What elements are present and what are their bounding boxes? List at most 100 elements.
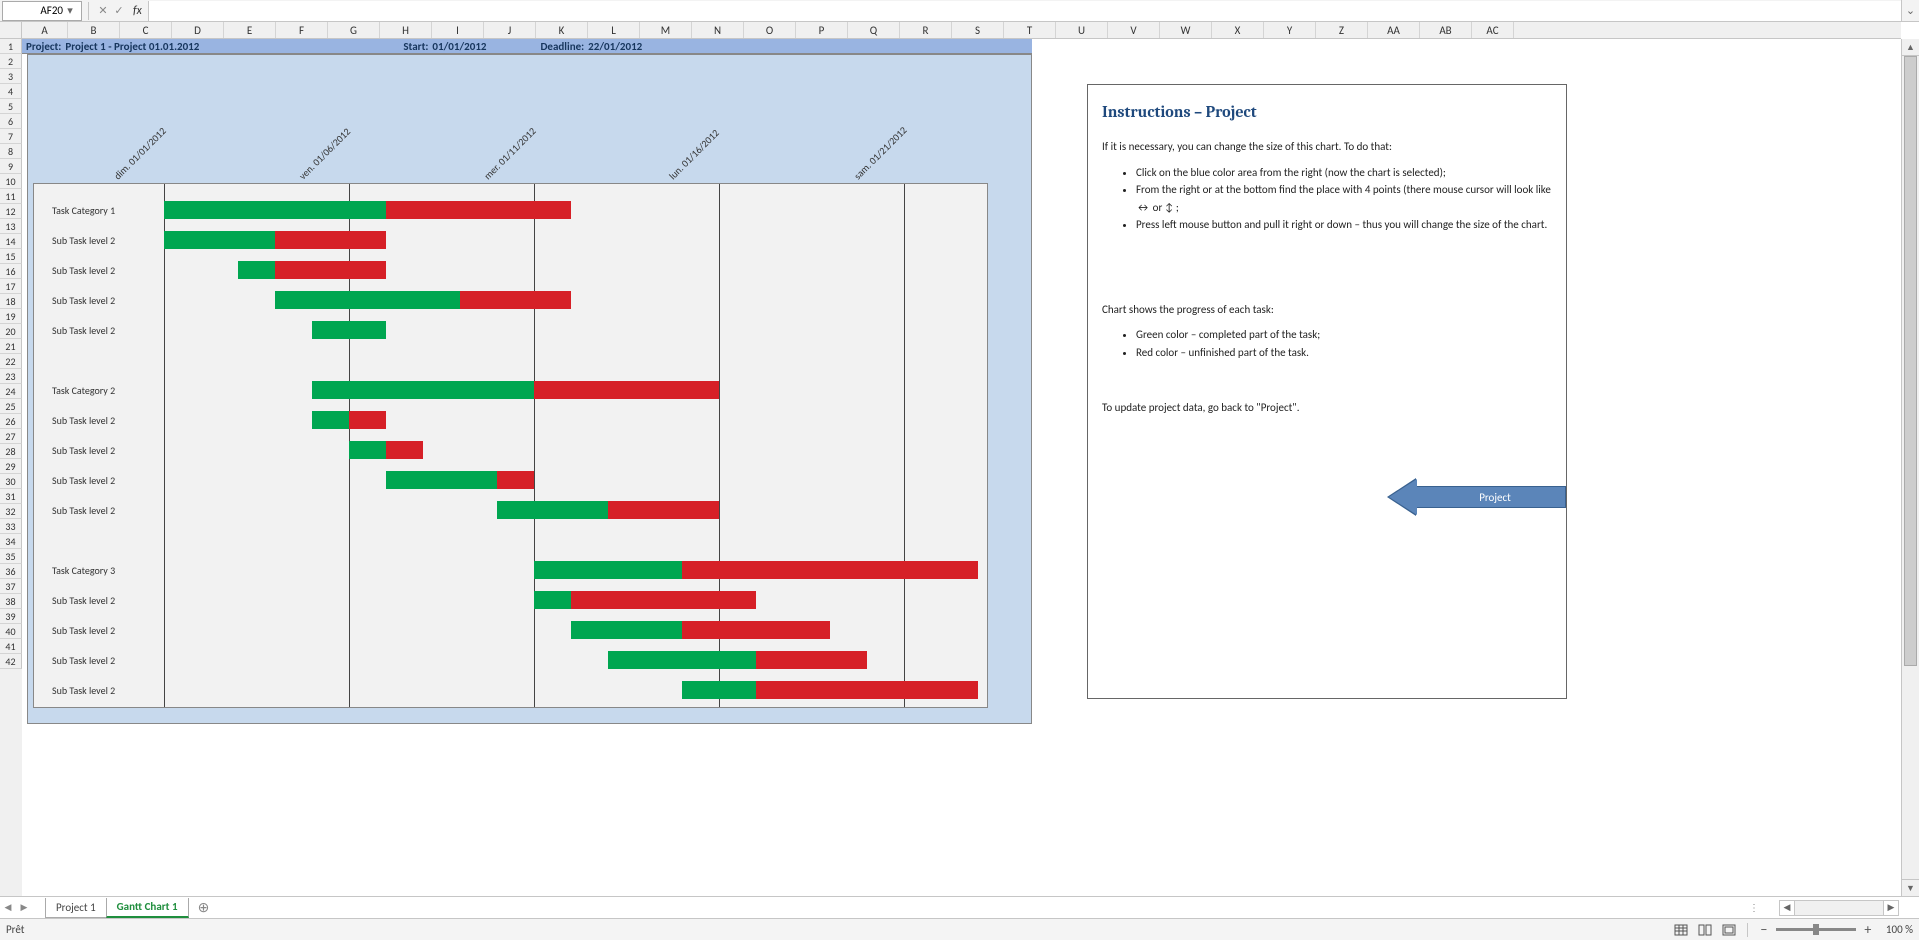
hscroll-left-icon[interactable]: ◀ [1779,900,1795,916]
row-header[interactable]: 15 [0,249,22,264]
zoom-in-button[interactable]: + [1860,921,1876,938]
row-header[interactable]: 33 [0,519,22,534]
tab-nav-next-icon[interactable]: ▶ [16,897,32,918]
row-header[interactable]: 12 [0,204,22,219]
zoom-thumb[interactable] [1813,924,1819,935]
row-header[interactable]: 14 [0,234,22,249]
column-header[interactable]: W [1160,22,1212,38]
column-header[interactable]: J [484,22,536,38]
scroll-up-icon[interactable]: ▲ [1902,39,1919,56]
row-header[interactable]: 9 [0,159,22,174]
formula-input[interactable] [148,1,1901,21]
tab-nav-prev-icon[interactable]: ◀ [0,897,16,918]
row-header[interactable]: 21 [0,339,22,354]
name-box[interactable]: AF20 ▾ [2,1,82,21]
row-header[interactable]: 6 [0,114,22,129]
row-header[interactable]: 36 [0,564,22,579]
row-header[interactable]: 39 [0,609,22,624]
zoom-out-button[interactable]: − [1756,921,1772,938]
column-header[interactable]: A [22,22,68,38]
row-header[interactable]: 24 [0,384,22,399]
column-header[interactable]: M [640,22,692,38]
expand-formula-bar-icon[interactable]: ⌄ [1901,0,1919,21]
row-header[interactable]: 3 [0,69,22,84]
view-page-layout-icon[interactable] [1695,922,1715,938]
sheet-tab[interactable]: Gantt Chart 1 [106,898,189,918]
row-header[interactable]: 8 [0,144,22,159]
name-box-dropdown-icon[interactable]: ▾ [63,4,77,17]
hscroll-right-icon[interactable]: ▶ [1883,900,1899,916]
cells-area[interactable]: Project: Project 1 - Project 01.01.2012 … [22,39,1901,896]
vertical-scrollbar[interactable]: ▲ ▼ [1901,39,1919,896]
cancel-formula-button[interactable]: ✕ [95,4,111,17]
column-header[interactable]: B [68,22,120,38]
row-header[interactable]: 31 [0,489,22,504]
column-header[interactable]: F [276,22,328,38]
row-header[interactable]: 2 [0,54,22,69]
zoom-slider[interactable] [1776,928,1856,931]
column-header[interactable]: Y [1264,22,1316,38]
scroll-thumb[interactable] [1904,56,1917,666]
row-header[interactable]: 35 [0,549,22,564]
row-header[interactable]: 40 [0,624,22,639]
row-header[interactable]: 4 [0,84,22,99]
column-header[interactable]: X [1212,22,1264,38]
column-header[interactable]: AA [1368,22,1420,38]
row-header[interactable]: 28 [0,444,22,459]
sheet-tab[interactable]: Project 1 [45,898,107,918]
row-header[interactable]: 11 [0,189,22,204]
scroll-down-icon[interactable]: ▼ [1902,879,1919,896]
row-header[interactable]: 10 [0,174,22,189]
accept-formula-button[interactable]: ✓ [111,4,127,17]
column-header[interactable]: Z [1316,22,1368,38]
row-header[interactable]: 1 [0,39,22,54]
column-header[interactable]: K [536,22,588,38]
column-header[interactable]: AB [1420,22,1472,38]
column-header[interactable]: R [900,22,952,38]
zoom-percent[interactable]: 100 % [1886,923,1913,936]
row-header[interactable]: 23 [0,369,22,384]
column-header[interactable]: G [328,22,380,38]
row-header[interactable]: 34 [0,534,22,549]
column-header[interactable]: H [380,22,432,38]
row-header[interactable]: 32 [0,504,22,519]
row-header[interactable]: 30 [0,474,22,489]
add-sheet-button[interactable]: ⊕ [193,899,215,916]
row-header[interactable]: 41 [0,639,22,654]
column-header[interactable]: S [952,22,1004,38]
fx-icon[interactable]: fx [133,4,142,18]
row-header[interactable]: 18 [0,294,22,309]
view-page-break-icon[interactable] [1719,922,1739,938]
column-header[interactable]: L [588,22,640,38]
row-header[interactable]: 38 [0,594,22,609]
column-header[interactable]: O [744,22,796,38]
row-header[interactable]: 20 [0,324,22,339]
column-header[interactable]: P [796,22,848,38]
column-header[interactable]: U [1056,22,1108,38]
row-header[interactable]: 16 [0,264,22,279]
column-header[interactable]: V [1108,22,1160,38]
row-header[interactable]: 27 [0,429,22,444]
row-header[interactable]: 29 [0,459,22,474]
hscroll-track[interactable] [1794,900,1884,916]
column-header[interactable]: AC [1472,22,1514,38]
column-header[interactable]: T [1004,22,1056,38]
column-header[interactable]: N [692,22,744,38]
row-header[interactable]: 19 [0,309,22,324]
project-arrow-button[interactable]: Project [1416,480,1566,514]
select-all-corner[interactable] [0,22,22,38]
row-header[interactable]: 42 [0,654,22,669]
row-header[interactable]: 13 [0,219,22,234]
row-header[interactable]: 17 [0,279,22,294]
gantt-chart[interactable]: Task Category 1Sub Task level 2Sub Task … [27,54,1032,724]
column-header[interactable]: C [120,22,172,38]
row-header[interactable]: 25 [0,399,22,414]
column-header[interactable]: I [432,22,484,38]
horizontal-scrollbar[interactable]: ◀ ▶ [1779,900,1899,916]
row-header[interactable]: 26 [0,414,22,429]
column-header[interactable]: E [224,22,276,38]
column-header[interactable]: D [172,22,224,38]
row-header[interactable]: 37 [0,579,22,594]
column-header[interactable]: Q [848,22,900,38]
row-header[interactable]: 22 [0,354,22,369]
